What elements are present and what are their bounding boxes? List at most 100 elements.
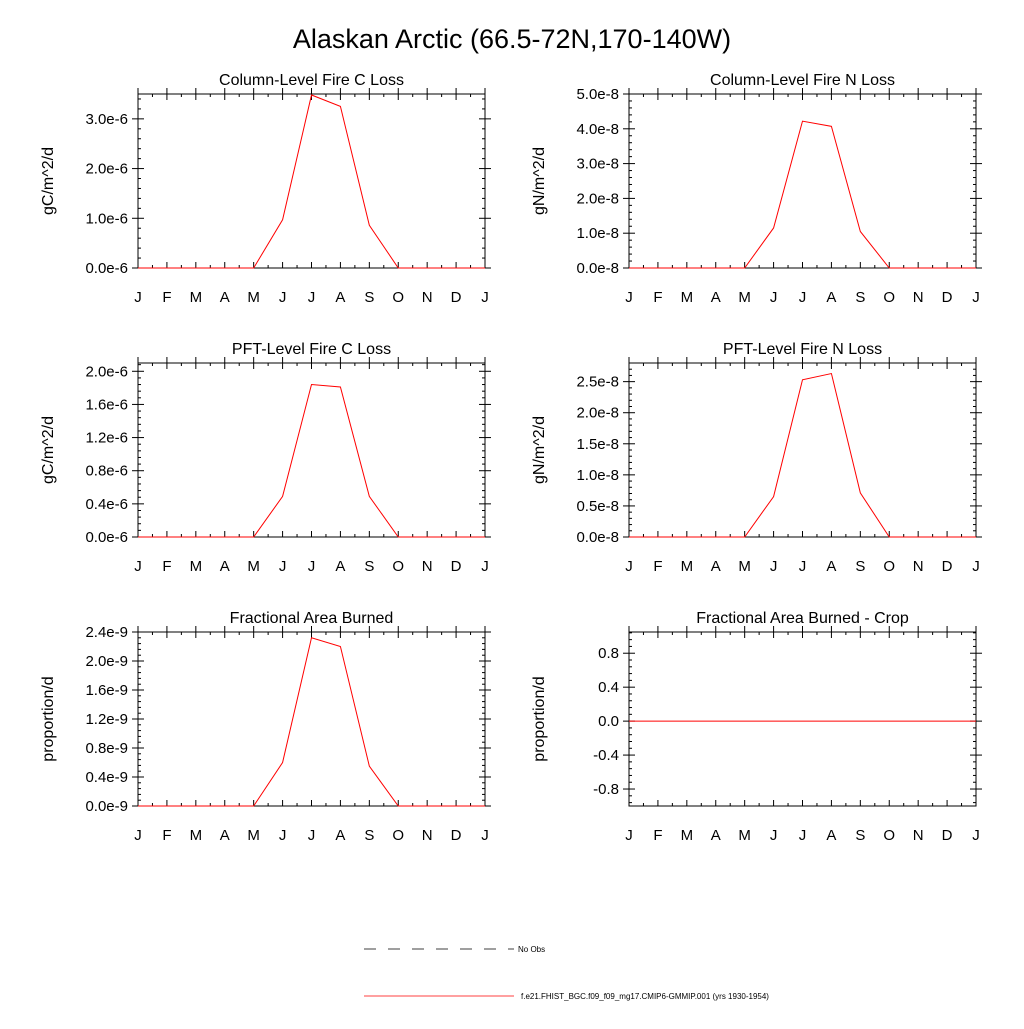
panel-1-ytick-label: 0.0e-6 bbox=[85, 260, 128, 277]
panel-5-ytick-label: 1.2e-9 bbox=[85, 711, 128, 728]
panel-1-xtick-label: M bbox=[190, 289, 203, 306]
panel-5-series-line bbox=[138, 637, 485, 807]
legend-obs-label: No Obs bbox=[518, 945, 545, 954]
panel-3-ytick-label: 0.4e-6 bbox=[85, 496, 128, 513]
panel-2-xtick-label: J bbox=[972, 289, 980, 306]
panel-3-xtick-label: J bbox=[481, 558, 489, 575]
panel-6-ylabel: proportion/d bbox=[531, 676, 548, 761]
panel-5-xtick-label: F bbox=[162, 827, 171, 844]
panel-4-xtick-label: N bbox=[913, 558, 924, 575]
panel-6-ytick-label: 0.0 bbox=[598, 713, 619, 730]
legend: No Obs f.e21.FHIST_BGC.f09_f09_mg17.CMIP… bbox=[364, 945, 769, 1001]
panel-4-xtick-label: J bbox=[972, 558, 980, 575]
panel-3-title: PFT-Level Fire C Loss bbox=[232, 341, 391, 358]
panel-3-xtick-label: O bbox=[392, 558, 404, 575]
panel-1-xtick-label: S bbox=[364, 289, 374, 306]
panel-1-frame bbox=[137, 93, 486, 269]
panel-3-xtick-label: M bbox=[247, 558, 260, 575]
panel-5-ytick-label: 2.0e-9 bbox=[85, 653, 128, 670]
panel-3-xtick-label: D bbox=[451, 558, 462, 575]
panel-3-xtick-label: J bbox=[279, 558, 287, 575]
panel-5-ytick-label: 1.6e-9 bbox=[85, 682, 128, 699]
panel-6-xtick-label: N bbox=[913, 827, 924, 844]
panel-3-xtick-label: N bbox=[422, 558, 433, 575]
panel-6-ytick-label: -0.8 bbox=[593, 781, 619, 798]
panel-5-xtick-label: A bbox=[335, 827, 345, 844]
panel-1-series-line bbox=[138, 94, 485, 269]
panel-6-title: Fractional Area Burned - Crop bbox=[696, 610, 909, 627]
panel-5-ytick-label: 2.4e-9 bbox=[85, 624, 128, 641]
panel-5-ytick-label: 0.4e-9 bbox=[85, 769, 128, 786]
panel-4-xtick-label: J bbox=[770, 558, 778, 575]
panel-3-xtick-label: J bbox=[134, 558, 142, 575]
panel-1-xtick-label: A bbox=[220, 289, 230, 306]
panel-4-xtick-label: M bbox=[738, 558, 751, 575]
panel-5-frame bbox=[137, 631, 486, 807]
panel-4-xtick-label: A bbox=[711, 558, 721, 575]
panel-1-xtick-label: D bbox=[451, 289, 462, 306]
panel-1-xtick-label: M bbox=[247, 289, 260, 306]
panel-6-xtick-label: J bbox=[972, 827, 980, 844]
panel-3-xtick-label: J bbox=[308, 558, 316, 575]
panel-5-xtick-label: D bbox=[451, 827, 462, 844]
panel-6-ytick-label: 0.8 bbox=[598, 645, 619, 662]
panel-4-xtick-label: J bbox=[799, 558, 807, 575]
panel-6-xtick-label: A bbox=[711, 827, 721, 844]
panel-2-ytick-label: 4.0e-8 bbox=[576, 121, 619, 138]
panel-2-ytick-label: 3.0e-8 bbox=[576, 156, 619, 173]
panel-2-title: Column-Level Fire N Loss bbox=[710, 72, 895, 89]
panel-4-frame bbox=[628, 362, 977, 538]
panel-2-xtick-label: O bbox=[883, 289, 895, 306]
panel-6-ytick-label: -0.4 bbox=[593, 747, 619, 764]
panel-6-frame bbox=[628, 631, 977, 807]
panel-3-series-line bbox=[138, 384, 485, 538]
figure-title: Alaskan Arctic (66.5-72N,170-140W) bbox=[293, 24, 731, 54]
panel-4-series-line bbox=[629, 372, 976, 538]
panel-5-xtick-label: J bbox=[308, 827, 316, 844]
panel-3-ytick-label: 1.2e-6 bbox=[85, 430, 128, 447]
panel-6-xtick-label: S bbox=[855, 827, 865, 844]
panel-1-xtick-label: N bbox=[422, 289, 433, 306]
panel-1-ytick-label: 1.0e-6 bbox=[85, 210, 128, 227]
panel-3-ytick-label: 1.6e-6 bbox=[85, 396, 128, 413]
panel-5-xtick-label: M bbox=[190, 827, 203, 844]
panel-3-xtick-label: S bbox=[364, 558, 374, 575]
panel-2-xtick-label: D bbox=[942, 289, 953, 306]
panel-2-ylabel: gN/m^2/d bbox=[531, 147, 548, 215]
panel-2-xtick-label: M bbox=[738, 289, 751, 306]
panel-2-xtick-label: M bbox=[681, 289, 694, 306]
panel-3-ytick-label: 2.0e-6 bbox=[85, 363, 128, 380]
panel-3-frame bbox=[137, 362, 486, 538]
panel-2-frame bbox=[628, 93, 977, 269]
panel-4-xtick-label: D bbox=[942, 558, 953, 575]
panel-3-xtick-label: F bbox=[162, 558, 171, 575]
panel-1-ytick-label: 3.0e-6 bbox=[85, 111, 128, 128]
panel-6-xtick-label: A bbox=[826, 827, 836, 844]
panel-2-series-line bbox=[629, 120, 976, 269]
panel-4-xtick-label: O bbox=[883, 558, 895, 575]
panel-2-xtick-label: F bbox=[653, 289, 662, 306]
panel-1-xtick-label: O bbox=[392, 289, 404, 306]
panel-2-xtick-label: J bbox=[770, 289, 778, 306]
panel-5-xtick-label: N bbox=[422, 827, 433, 844]
panel-4-ytick-label: 1.0e-8 bbox=[576, 467, 619, 484]
panel-5-ytick-label: 0.0e-9 bbox=[85, 798, 128, 815]
panel-4-xtick-label: A bbox=[826, 558, 836, 575]
panel-5-xtick-label: M bbox=[247, 827, 260, 844]
panel-6-xtick-label: M bbox=[738, 827, 751, 844]
panel-6-xtick-label: M bbox=[681, 827, 694, 844]
panel-5-xtick-label: J bbox=[279, 827, 287, 844]
panel-4-title: PFT-Level Fire N Loss bbox=[723, 341, 882, 358]
panel-1-xtick-label: J bbox=[279, 289, 287, 306]
panel-3-xtick-label: M bbox=[190, 558, 203, 575]
panel-2-xtick-label: A bbox=[826, 289, 836, 306]
panel-5-xtick-label: A bbox=[220, 827, 230, 844]
panel-6-xtick-label: F bbox=[653, 827, 662, 844]
panel-2-xtick-label: N bbox=[913, 289, 924, 306]
